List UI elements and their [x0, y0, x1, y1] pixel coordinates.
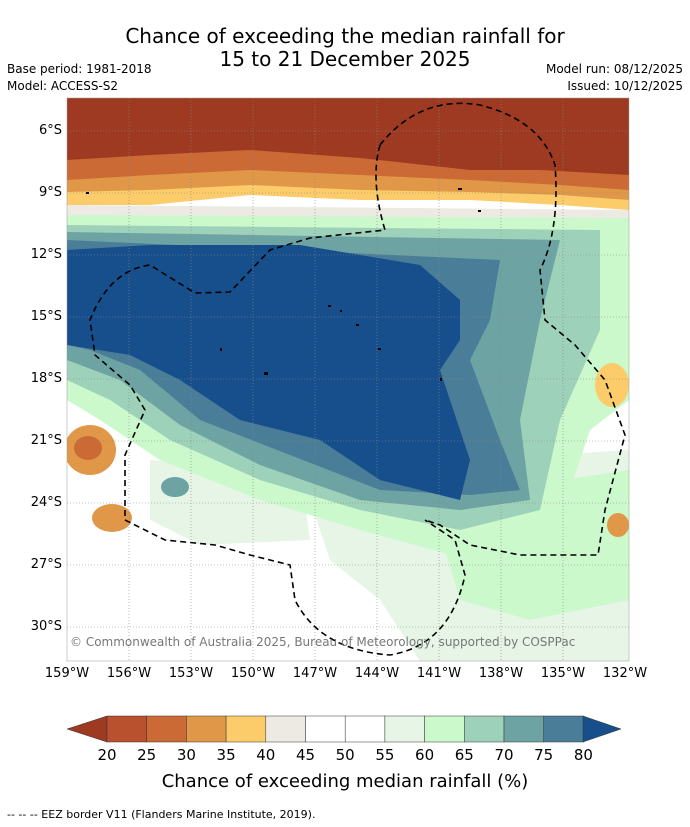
- colorbar-cell: [503, 715, 544, 743]
- base-period-label: Base period: 1981-2018: [7, 62, 152, 76]
- issued-label: Issued: 10/12/2025: [567, 79, 683, 93]
- colorbar-tick: 50: [335, 746, 355, 764]
- colorbar-cell: [186, 715, 227, 743]
- colorbar-cell: [464, 715, 505, 743]
- colorbar-cell: [146, 715, 187, 743]
- colorbar-tick: 20: [97, 746, 117, 764]
- lat-label: 9°S: [38, 185, 62, 200]
- dry-patch-southwest: [92, 504, 132, 532]
- map-field: © Commonwealth of Australia 2025, Bureau…: [67, 98, 629, 661]
- map-title-line1: Chance of exceeding the median rainfall …: [125, 24, 565, 48]
- lat-label: 12°S: [30, 247, 62, 262]
- lon-label: 138°W: [478, 666, 524, 681]
- graticule: [67, 98, 629, 661]
- eez-footnote: -- -- -- EEZ border V11 (Flanders Marine…: [7, 808, 316, 821]
- lat-label: 18°S: [30, 371, 62, 386]
- colorbar-tick: 80: [573, 746, 593, 764]
- colorbar-tick: 60: [415, 746, 435, 764]
- colorbar-tick: 55: [375, 746, 395, 764]
- lon-label: 135°W: [540, 666, 586, 681]
- teal-patch: [161, 477, 189, 497]
- model-label: Model: ACCESS-S2: [7, 79, 119, 93]
- brown-band: [67, 98, 629, 175]
- lat-label: 15°S: [30, 309, 62, 324]
- colorbar-tick: 25: [137, 746, 157, 764]
- colorbar-cell: [305, 715, 346, 743]
- lon-label: 147°W: [292, 666, 338, 681]
- lat-label: 27°S: [30, 557, 62, 572]
- copyright-notice: © Commonwealth of Australia 2025, Bureau…: [70, 635, 575, 649]
- lat-label: 6°S: [38, 123, 62, 138]
- colorbar-high-arrow: [582, 715, 622, 743]
- lat-label: 21°S: [30, 433, 62, 448]
- map-frame: [66, 97, 630, 662]
- map-title-line2: 15 to 21 December 2025: [219, 47, 471, 71]
- dry-patch-southeast: [607, 513, 629, 537]
- colorbar-low-arrow: [66, 715, 108, 743]
- lat-label: 30°S: [30, 619, 62, 634]
- colorbar-cell: [344, 715, 386, 743]
- lon-label: 153°W: [168, 666, 214, 681]
- colorbar-title: Chance of exceeding median rainfall (%): [161, 771, 529, 792]
- model-run-label: Model run: 08/12/2025: [545, 62, 683, 76]
- dry-patch-core: [74, 436, 102, 460]
- colorbar: [66, 715, 622, 743]
- neutral-strip: [67, 205, 629, 218]
- dry-patch-east: [595, 363, 629, 407]
- colorbar-tick: 75: [534, 746, 554, 764]
- colorbar-tick: 70: [494, 746, 514, 764]
- colorbar-tick: 40: [256, 746, 276, 764]
- eez-border-east: [379, 102, 626, 556]
- colorbar-tick: 35: [216, 746, 236, 764]
- lat-label: 24°S: [30, 495, 62, 510]
- colorbar-tick: 30: [176, 746, 196, 764]
- lon-label: 141°W: [416, 666, 462, 681]
- dark-blue-core: [67, 245, 470, 500]
- island-markers: [86, 188, 481, 381]
- lon-label: 144°W: [354, 666, 400, 681]
- colorbar-cell: [106, 715, 147, 743]
- colorbar-cell: [424, 715, 465, 743]
- colorbar-cell: [384, 715, 425, 743]
- colorbar-cell: [225, 715, 267, 743]
- colorbar-cell: [265, 715, 306, 743]
- colorbar-tick: 65: [454, 746, 474, 764]
- lon-label: 159°W: [44, 666, 90, 681]
- colorbar-cell: [543, 715, 584, 743]
- lon-label: 132°W: [602, 666, 648, 681]
- lon-label: 156°W: [106, 666, 152, 681]
- colorbar-tick: 45: [295, 746, 316, 764]
- lon-label: 150°W: [230, 666, 276, 681]
